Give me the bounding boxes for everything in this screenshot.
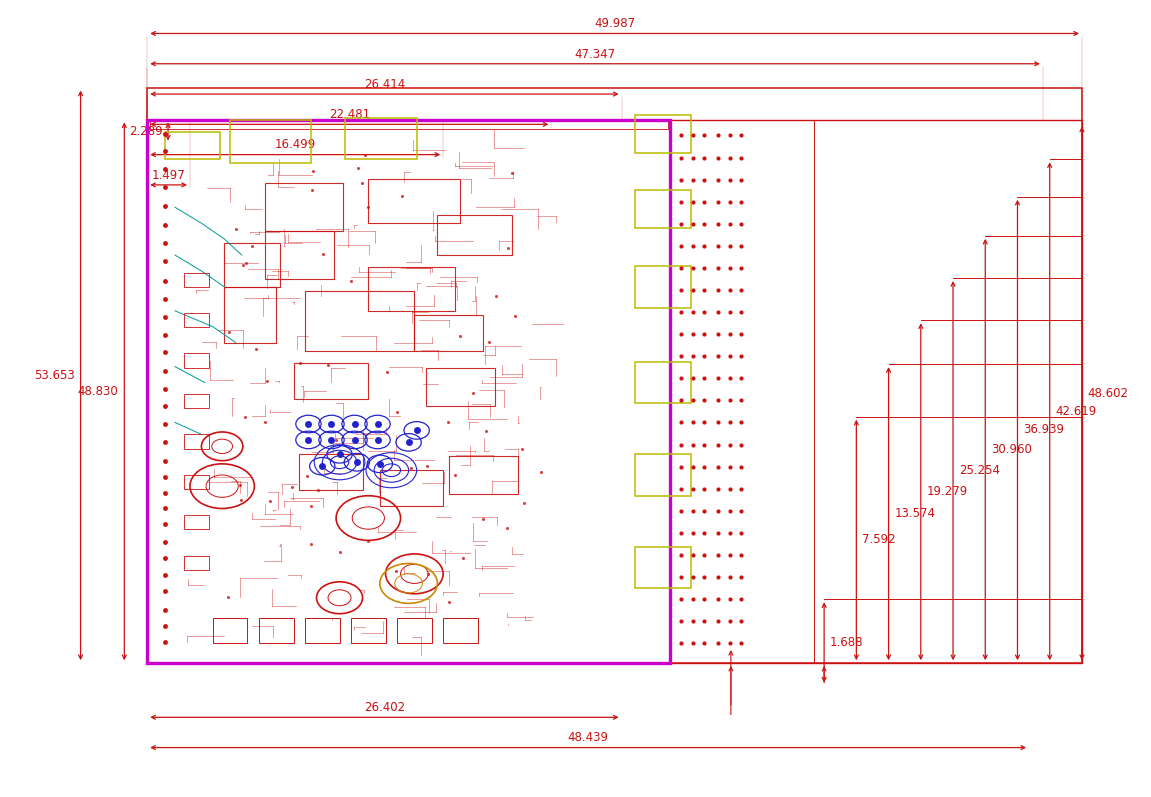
Bar bbox=[184, 394, 209, 408]
Text: 13.574: 13.574 bbox=[894, 507, 936, 520]
Text: 2.289: 2.289 bbox=[129, 125, 162, 138]
Text: 47.347: 47.347 bbox=[574, 48, 616, 61]
Text: 36.939: 36.939 bbox=[1023, 423, 1065, 437]
Text: 48.602: 48.602 bbox=[1088, 387, 1129, 400]
Bar bbox=[437, 215, 512, 255]
Bar bbox=[635, 362, 691, 403]
Bar bbox=[443, 618, 478, 643]
Text: 48.830: 48.830 bbox=[78, 385, 119, 398]
Bar bbox=[449, 456, 518, 494]
Bar bbox=[184, 556, 209, 570]
Bar bbox=[265, 183, 343, 231]
Bar bbox=[368, 179, 460, 223]
Bar bbox=[224, 243, 280, 287]
Bar bbox=[368, 267, 455, 311]
Text: 22.481: 22.481 bbox=[329, 108, 369, 121]
Text: 1.497: 1.497 bbox=[152, 169, 185, 182]
Bar bbox=[299, 454, 363, 490]
Bar bbox=[380, 470, 443, 506]
Text: 48.439: 48.439 bbox=[567, 732, 609, 744]
Bar bbox=[294, 363, 368, 398]
Bar bbox=[265, 231, 334, 279]
Bar bbox=[184, 273, 209, 287]
Text: 30.960: 30.960 bbox=[991, 443, 1032, 456]
Bar bbox=[230, 120, 311, 163]
Bar bbox=[184, 475, 209, 489]
Text: 25.254: 25.254 bbox=[959, 464, 1000, 477]
Bar bbox=[670, 120, 1082, 663]
Text: 49.987: 49.987 bbox=[594, 18, 635, 30]
Bar bbox=[147, 120, 670, 663]
Bar bbox=[414, 315, 483, 351]
Bar bbox=[397, 618, 432, 643]
Bar bbox=[345, 118, 417, 159]
Bar bbox=[213, 618, 247, 643]
Bar bbox=[224, 287, 276, 343]
Bar bbox=[635, 547, 691, 588]
Bar bbox=[426, 368, 495, 406]
Bar bbox=[635, 190, 691, 228]
Bar bbox=[184, 515, 209, 529]
Text: 19.279: 19.279 bbox=[927, 485, 968, 498]
Text: 42.619: 42.619 bbox=[1055, 405, 1097, 418]
Bar bbox=[150, 121, 668, 129]
Bar bbox=[305, 291, 414, 351]
Bar bbox=[635, 115, 691, 153]
Text: 26.414: 26.414 bbox=[364, 78, 405, 91]
Bar bbox=[147, 88, 1082, 663]
Text: 16.499: 16.499 bbox=[275, 139, 315, 151]
Text: 7.592: 7.592 bbox=[862, 533, 895, 547]
Bar bbox=[351, 618, 386, 643]
Bar bbox=[184, 313, 209, 328]
Text: 26.402: 26.402 bbox=[364, 701, 405, 714]
Bar bbox=[305, 618, 340, 643]
Bar bbox=[184, 353, 209, 367]
Text: 1.688: 1.688 bbox=[830, 636, 863, 649]
Bar bbox=[635, 266, 691, 308]
Bar bbox=[259, 618, 294, 643]
Bar bbox=[184, 434, 209, 449]
Bar bbox=[165, 132, 220, 159]
Text: 53.653: 53.653 bbox=[35, 369, 75, 382]
Bar bbox=[635, 454, 691, 496]
